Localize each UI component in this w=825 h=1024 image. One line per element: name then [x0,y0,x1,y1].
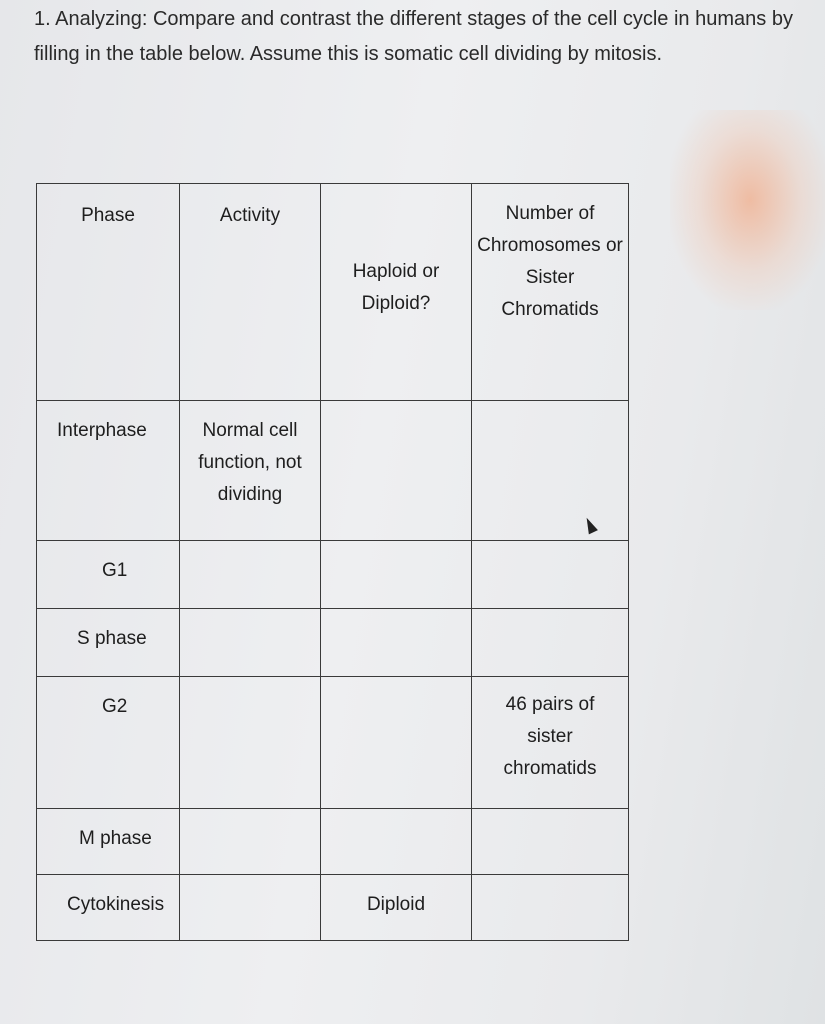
activity-cell[interactable] [179,676,321,809]
chromosome-cell[interactable] [471,608,629,677]
phase-cell: G1 [36,540,180,609]
chromosome-cell[interactable]: 46 pairs of sister chromatids [471,676,629,809]
phase-cell: Cytokinesis [36,874,180,941]
table-row: Interphase Normal cell function, not div… [36,400,629,541]
table-row: G1 [36,540,629,609]
ploidy-cell[interactable] [320,676,472,809]
ploidy-cell[interactable] [320,608,472,677]
activity-cell[interactable]: Normal cell function, not dividing [179,400,321,541]
header-chromosomes: Number of Chromosomes or Sister Chromati… [471,183,629,401]
chromosome-cell[interactable] [471,808,629,875]
header-activity: Activity [179,183,321,401]
phase-cell: Interphase [36,400,180,541]
question-text: 1. Analyzing: Compare and contrast the d… [34,8,793,65]
screen-glare [670,110,825,310]
table-header-row: Phase Activity Haploid or Diploid? Numbe… [36,183,629,401]
phase-cell: S phase [36,608,180,677]
table-row: S phase [36,608,629,677]
header-ploidy: Haploid or Diploid? [320,183,472,401]
ploidy-cell[interactable]: Diploid [320,874,472,941]
phase-cell: M phase [36,808,180,875]
ploidy-cell[interactable] [320,808,472,875]
activity-cell[interactable] [179,540,321,609]
chromosome-cell[interactable] [471,400,629,541]
table-row: Cytokinesis Diploid [36,874,629,941]
table-row: G2 46 pairs of sister chromatids [36,676,629,809]
activity-cell[interactable] [179,608,321,677]
chromosome-cell[interactable] [471,540,629,609]
activity-cell[interactable] [179,874,321,941]
cell-cycle-table: Phase Activity Haploid or Diploid? Numbe… [36,183,629,941]
ploidy-cell[interactable] [320,540,472,609]
ploidy-cell[interactable] [320,400,472,541]
phase-cell: G2 [36,676,180,809]
header-phase: Phase [36,183,180,401]
chromosome-cell[interactable] [471,874,629,941]
table-row: M phase [36,808,629,875]
activity-cell[interactable] [179,808,321,875]
